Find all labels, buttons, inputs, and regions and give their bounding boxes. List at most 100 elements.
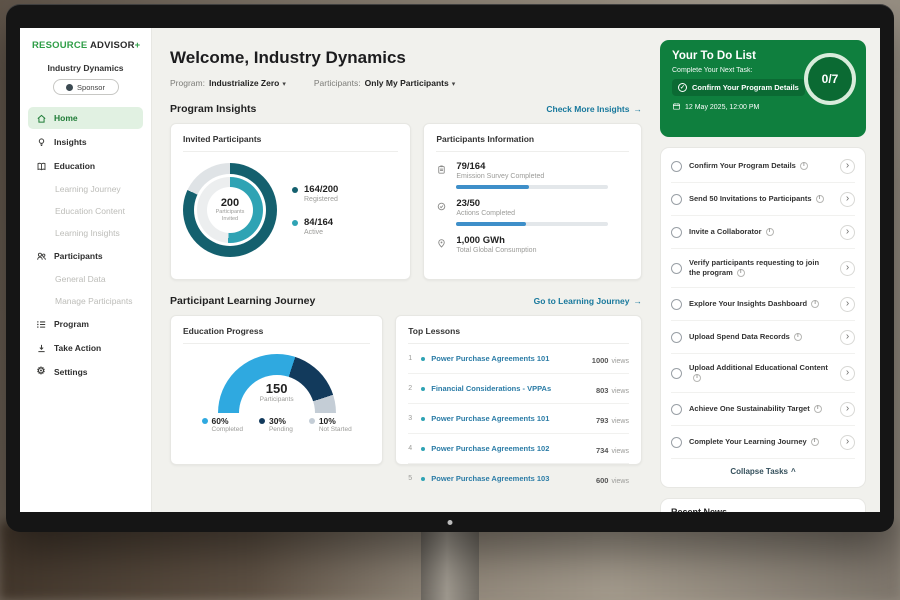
donut-legend: 164/200 Registered 84/164 Active [292,184,338,236]
lesson-link[interactable]: Financial Considerations - VPPAs [431,384,552,393]
task-label: Achieve One Sustainability Target [689,403,810,413]
task-item-send-invitations[interactable]: Send 50 Invitations to Participants i › [671,183,855,216]
program-dropdown[interactable]: Program: Industrialize Zero ▾ [170,78,286,88]
task-checkbox[interactable] [671,226,682,238]
info-icon[interactable]: i [693,374,701,383]
sidebar-item-insights[interactable]: Insights [28,131,143,153]
sidebar-item-learning-insights[interactable]: Learning Insights [28,223,143,243]
info-icon[interactable]: i [815,194,824,203]
task-checkbox[interactable] [671,367,682,379]
program-insights-header: Program Insights Check More Insights → [170,103,642,115]
lesson-views-value: 793 [595,415,609,425]
gear-icon: ⚙ [36,366,46,377]
gauge-center-label: Participants [259,396,294,403]
info-icon[interactable]: i [811,299,820,308]
go-to-learning-journey-link[interactable]: Go to Learning Journey → [534,296,642,306]
home-icon [35,112,47,124]
sidebar-item-education[interactable]: Education [28,155,143,177]
donut-center: 200 Participants Invited [207,187,253,233]
info-icon[interactable]: i [799,161,808,170]
bullet-icon [421,416,426,421]
task-checkbox[interactable] [671,262,682,274]
sidebar-item-home[interactable]: Home [28,107,143,129]
sidebar-item-label: Manage Participants [55,296,133,306]
task-checkbox[interactable] [671,298,682,310]
lesson-views-unit: views [611,387,629,395]
sidebar-item-take-action[interactable]: Take Action [28,337,143,359]
info-icon[interactable]: i [736,269,745,278]
sponsor-icon [66,83,74,91]
task-item-upload-educational-content[interactable]: Upload Additional Educational Content i › [671,354,855,393]
task-checkbox[interactable] [671,331,682,343]
sidebar-item-label: Settings [54,367,88,377]
task-chevron-button[interactable]: › [840,365,855,381]
lesson-link[interactable]: Power Purchase Agreements 101 [431,414,550,423]
sidebar-item-education-content[interactable]: Education Content [28,201,143,221]
task-item-explore-insights[interactable]: Explore Your Insights Dashboard i › [671,288,855,321]
arrow-right-icon: → [633,104,643,114]
task-label: Upload Spend Data Records [689,331,790,341]
participants-dropdown[interactable]: Participants: Only My Participants ▾ [314,78,455,88]
legend-label: Registered [304,196,338,203]
section-title-learning-journey: Participant Learning Journey [170,295,316,307]
sidebar-item-participants[interactable]: Participants [28,245,143,267]
sponsor-badge[interactable]: Sponsor [52,79,119,95]
stat-label: Emission Survey Completed [456,173,545,180]
task-chevron-button[interactable]: › [840,260,855,276]
sponsor-label: Sponsor [77,82,105,92]
check-icon: ✓ [678,83,687,92]
sidebar-item-program[interactable]: Program [28,313,143,335]
task-chevron-button[interactable]: › [840,401,855,417]
collapse-tasks-button[interactable]: Collapse Tasks ^ [671,459,855,485]
info-icon[interactable]: i [765,227,774,236]
chevron-right-icon: › [845,331,850,342]
sidebar-item-learning-journey[interactable]: Learning Journey [28,179,143,199]
next-task-label: Confirm Your Program Details [692,83,799,92]
task-checkbox[interactable] [671,436,682,448]
sidebar-item-settings[interactable]: ⚙ Settings [28,361,143,383]
task-checkbox[interactable] [671,160,682,172]
sidebar-item-label: Learning Insights [55,228,120,238]
sidebar-item-general-data[interactable]: General Data [28,269,143,289]
task-item-complete-learning-journey[interactable]: Complete Your Learning Journey i › [671,426,855,459]
gauge-legend: 60% Completed 30% Pending [201,416,352,433]
lesson-link[interactable]: Power Purchase Agreements 103 [431,474,550,483]
stat-value: 23/50 [456,198,481,209]
task-chevron-button[interactable]: › [840,158,855,174]
next-task-time-text: 12 May 2025, 12:00 PM [685,104,760,111]
task-item-invite-collaborator[interactable]: Invite a Collaborator i › [671,216,855,249]
task-chevron-button[interactable]: › [840,434,855,450]
consumption-pin-icon [436,236,448,254]
lesson-link[interactable]: Power Purchase Agreements 101 [431,354,550,363]
legend-item-not-started: 10% Not Started [308,416,352,433]
task-checkbox[interactable] [671,193,682,205]
sidebar-nav: Home Insights Education Learning Journey… [28,107,143,383]
lesson-link[interactable]: Power Purchase Agreements 102 [431,444,550,453]
next-task-chip[interactable]: ✓ Confirm Your Program Details [672,79,805,96]
info-icon[interactable]: i [793,332,802,341]
gauge-center: 150 Participants [260,381,294,403]
logo-advisor: ADVISOR [89,40,135,51]
legend-dot [292,220,298,226]
task-item-upload-spend-data[interactable]: Upload Spend Data Records i › [671,321,855,354]
lesson-rank: 1 [408,355,413,362]
check-more-insights-link[interactable]: Check More Insights → [546,104,642,114]
task-chevron-button[interactable]: › [840,329,855,345]
task-chevron-button[interactable]: › [840,191,855,207]
task-item-achieve-target[interactable]: Achieve One Sustainability Target i › [671,393,855,426]
task-chevron-button[interactable]: › [840,224,855,240]
task-item-verify-participants[interactable]: Verify participants requesting to join t… [671,249,855,288]
chevron-right-icon: › [845,298,850,309]
info-icon[interactable]: i [813,404,822,413]
sidebar-item-manage-participants[interactable]: Manage Participants [28,291,143,311]
sidebar-item-label: Take Action [54,343,102,353]
progress-bar-fill [456,222,527,226]
lesson-views-unit: views [611,447,629,455]
stat-actions-completed: 23/50 Actions Completed [436,198,629,226]
task-chevron-button[interactable]: › [840,296,855,312]
task-checkbox[interactable] [671,403,682,415]
todo-title: Your To Do List [672,50,756,62]
info-icon[interactable]: i [810,437,819,446]
task-label: Explore Your Insights Dashboard [689,298,808,308]
task-item-confirm-program[interactable]: Confirm Your Program Details i › [671,150,855,183]
